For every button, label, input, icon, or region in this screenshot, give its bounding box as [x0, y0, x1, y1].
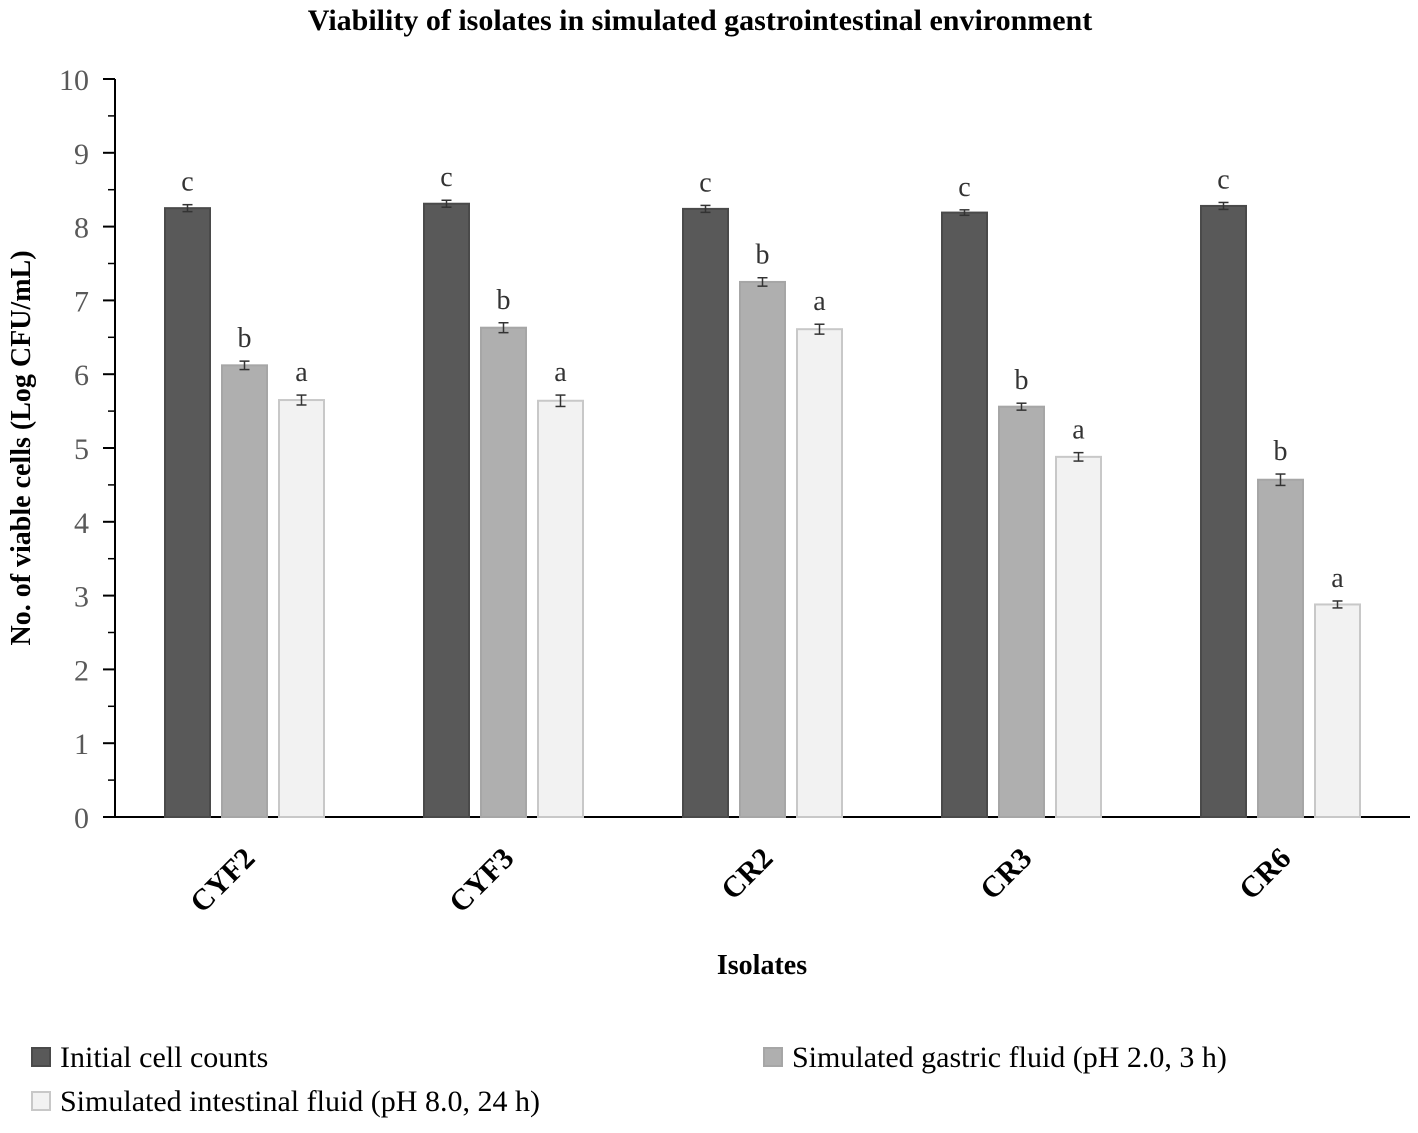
data-label: a: [1331, 563, 1344, 594]
y-tick-label: 1: [74, 728, 89, 761]
data-label: a: [554, 357, 567, 388]
data-label: b: [1015, 365, 1029, 396]
x-tick-label: CR2: [715, 842, 780, 907]
data-label: b: [756, 240, 770, 271]
x-axis-label: Isolates: [717, 950, 807, 981]
bar: [682, 207, 729, 818]
y-tick-label: 2: [74, 654, 89, 687]
y-tick-label: 8: [74, 212, 89, 245]
data-label: c: [699, 167, 711, 198]
bar: [221, 364, 268, 818]
data-label: a: [295, 357, 308, 388]
y-axis-label: No. of viable cells (Log CFU/mL): [6, 250, 37, 645]
plot-area: 0 1 2 3 4 5 6 7 8 9 10 c b a CYF2 c b a CYF3 c b a CR2 c b a CR3 c b…: [59, 64, 1410, 919]
chart-title: Viability of isolates in simulated gastr…: [308, 4, 1092, 37]
bar: [998, 405, 1045, 818]
y-tick-label: 9: [74, 138, 89, 171]
bar: [739, 280, 786, 818]
data-label: b: [1274, 436, 1288, 467]
bar: [537, 399, 584, 818]
bar: [423, 202, 470, 819]
bar: [480, 326, 527, 818]
data-label: a: [1072, 415, 1085, 446]
y-tick-label: 6: [74, 359, 89, 392]
legend-label: Simulated intestinal fluid (pH 8.0, 24 h…: [60, 1085, 540, 1118]
y-tick-label: 4: [74, 507, 89, 540]
data-label: c: [440, 162, 452, 193]
bar: [278, 399, 325, 818]
data-label: a: [813, 286, 826, 317]
data-label: c: [958, 172, 970, 203]
legend-label: Simulated gastric fluid (pH 2.0, 3 h): [792, 1041, 1227, 1074]
bar: [1314, 603, 1361, 818]
data-label: b: [238, 323, 252, 354]
y-tick-label: 7: [74, 285, 89, 318]
legend-label: Initial cell counts: [60, 1041, 268, 1074]
y-tick-label: 5: [74, 433, 89, 466]
x-tick-label: CR6: [1233, 842, 1298, 907]
bar: [796, 328, 843, 818]
legend-swatch: [31, 1091, 51, 1111]
x-tick-label: CYF3: [443, 842, 521, 920]
y-tick-label: 0: [74, 802, 89, 835]
x-tick-label: CYF2: [184, 842, 262, 920]
bar: [1257, 478, 1304, 818]
legend-swatch: [763, 1047, 783, 1067]
bar: [941, 211, 988, 818]
data-label: b: [497, 285, 511, 316]
bar: [1200, 204, 1247, 819]
data-label: c: [1217, 164, 1229, 195]
legend-swatch: [31, 1047, 51, 1067]
x-tick-label: CR3: [974, 842, 1039, 907]
bar: [1055, 455, 1102, 818]
y-tick-label: 3: [74, 581, 89, 614]
y-tick-label: 10: [59, 64, 89, 97]
data-label: c: [181, 167, 193, 198]
legend: Initial cell counts Simulated gastric flu…: [31, 1041, 1227, 1118]
bar: [164, 207, 211, 818]
